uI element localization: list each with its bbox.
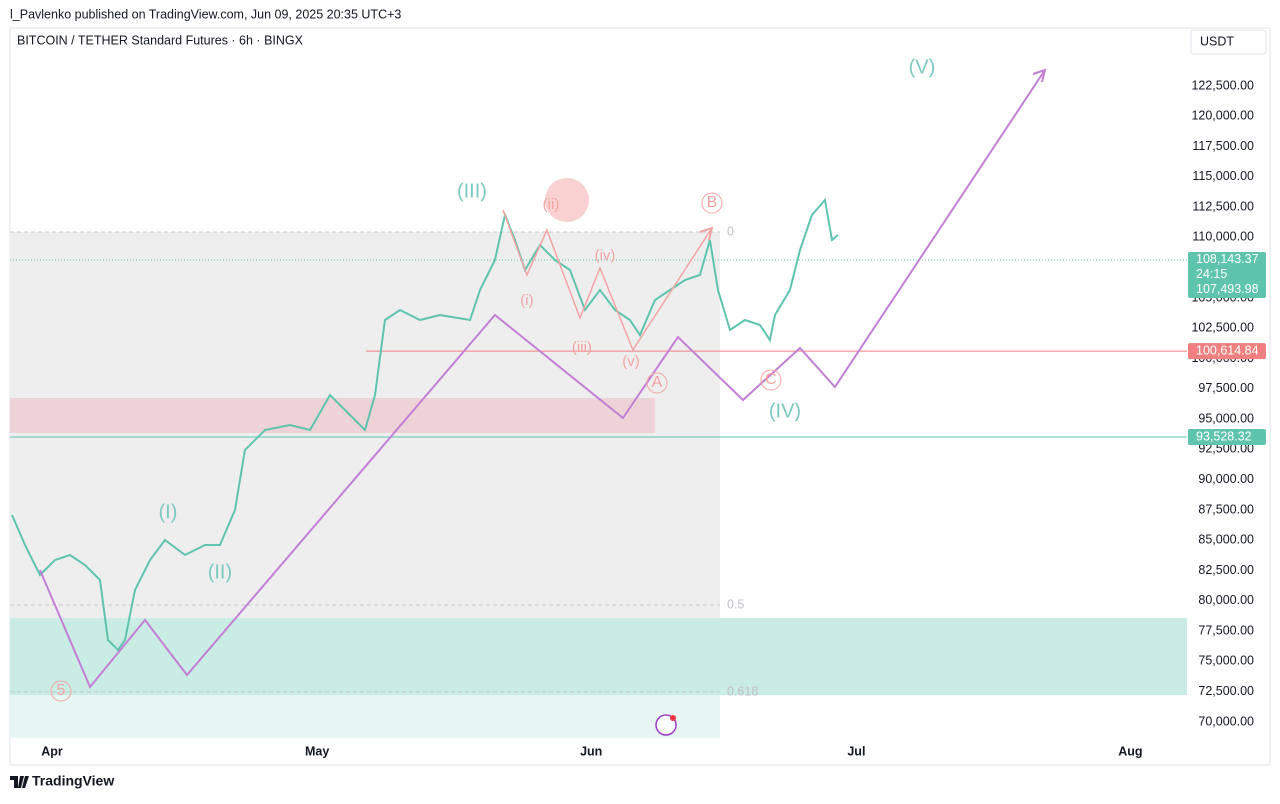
y-tick-label: 115,000.00	[1192, 169, 1254, 183]
wave-label: A	[652, 374, 663, 391]
wave-label: (iii)	[572, 339, 592, 356]
wave-label: (V)	[909, 56, 936, 78]
wave-label: (i)	[520, 292, 533, 309]
wave-label: (ii)	[543, 196, 560, 213]
price-series	[11, 197, 839, 652]
y-tick-label: 122,500.00	[1191, 78, 1254, 92]
fib-label: 0.618	[727, 684, 758, 698]
footer-logo: TradingView	[32, 773, 114, 789]
logo-icon	[10, 776, 29, 788]
wave-label: C	[765, 371, 777, 388]
wave-circle	[50, 680, 72, 702]
zone	[10, 618, 1187, 696]
y-tick-label: 112,500.00	[1192, 199, 1254, 213]
wave-label: (I)	[159, 501, 178, 523]
wave-label: (II)	[208, 561, 232, 583]
wave-label: (IV)	[769, 400, 801, 422]
wave-circle	[646, 372, 668, 394]
price-label: 108,143.37	[1196, 252, 1259, 266]
price-sublabel: 24:15	[1196, 267, 1227, 281]
wave-path	[39, 69, 1046, 689]
wave-label: B	[707, 194, 718, 211]
publisher: l_Pavlenko published on TradingView.com,…	[10, 7, 401, 21]
arrow-head	[1032, 68, 1047, 83]
fib-label: 0	[727, 224, 734, 238]
wave-circle	[760, 369, 782, 391]
y-tick-label: 117,500.00	[1192, 139, 1254, 153]
symbol-title: BITCOIN / TETHER Standard Futures · 6h ·…	[17, 33, 304, 47]
y-tick-label: 102,500.00	[1191, 321, 1254, 335]
price-label-box	[1188, 251, 1266, 298]
zone	[10, 398, 655, 433]
y-tick-label: 77,500.00	[1198, 623, 1254, 637]
price-label: 93,528.32	[1196, 429, 1252, 443]
y-tick-label: 85,000.00	[1198, 533, 1254, 547]
wave-label: (v)	[622, 353, 640, 370]
y-tick-label: 80,000.00	[1198, 593, 1254, 607]
sub-wave-path	[502, 209, 713, 352]
y-tick-label: 92,500.00	[1198, 442, 1254, 456]
highlight-circle	[544, 178, 589, 223]
x-tick-label: May	[305, 744, 329, 758]
arrow-head	[699, 226, 714, 241]
x-tick-label: Jun	[580, 744, 602, 758]
y-tick-label: 87,500.00	[1198, 502, 1254, 516]
y-tick-label: 120,000.00	[1191, 109, 1254, 123]
y-tick-label: 72,500.00	[1198, 684, 1254, 698]
unit-box[interactable]	[1190, 29, 1267, 55]
y-tick-label: 70,000.00	[1198, 714, 1254, 728]
fib-label: 0.5	[727, 597, 744, 611]
y-tick-label: 97,500.00	[1198, 381, 1254, 395]
y-tick-label: 82,500.00	[1198, 563, 1254, 577]
y-tick-label: 95,000.00	[1198, 411, 1254, 425]
wave-label: (iv)	[595, 247, 616, 264]
y-unit: USDT	[1200, 34, 1234, 48]
price-label: 100,614.84	[1196, 343, 1259, 357]
zone	[10, 695, 721, 738]
price-sublabel: 107,493.98	[1196, 282, 1259, 296]
wave-label: 5	[57, 682, 66, 699]
wave-label: (III)	[457, 180, 487, 202]
x-tick-label: Jul	[847, 744, 865, 758]
y-tick-label: 90,000.00	[1198, 472, 1254, 486]
price-label-box	[1188, 428, 1266, 445]
x-tick-label: Apr	[41, 744, 63, 758]
price-label-box	[1188, 343, 1266, 360]
flash-dot	[670, 715, 676, 721]
y-tick-label: 75,000.00	[1198, 654, 1254, 668]
y-tick-label: 110,000.00	[1192, 230, 1254, 244]
wave-circle	[701, 192, 723, 214]
x-tick-label: Aug	[1118, 744, 1142, 758]
